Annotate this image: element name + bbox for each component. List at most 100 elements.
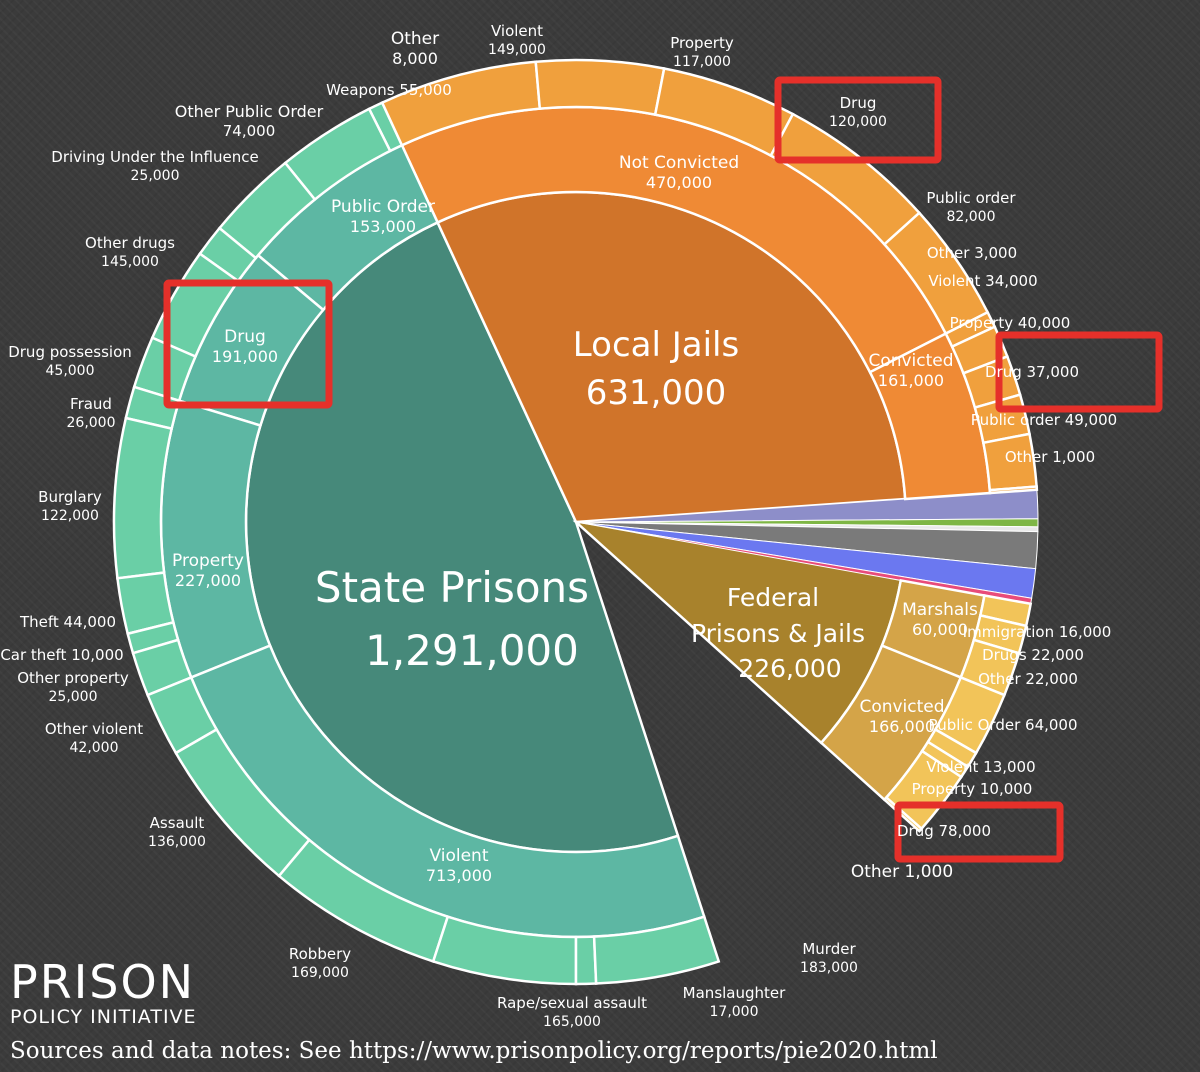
outer-jail-other: Other 3,000 (927, 244, 1017, 262)
outer-jail-property-value: 117,000 (673, 54, 731, 70)
outer-other-drugs-value: 145,000 (101, 254, 159, 270)
fed-outer-other-1000 (882, 795, 924, 833)
outer-jail-public-order-conv: Public order 49,000 (971, 411, 1117, 429)
outer-state-other-value: 8,000 (392, 49, 438, 68)
highlight-box-state-drug (163, 279, 333, 409)
mid-convicted-jail-label: Convicted (868, 351, 953, 371)
state-outer-theft (116, 571, 175, 636)
state-outer-burglary (112, 416, 174, 580)
mid-convicted-fed-value: 166,000 (869, 717, 935, 736)
state-outer-manslaughter (574, 935, 598, 986)
source-note: Sources and data notes: See https://www.… (10, 1038, 938, 1064)
state-prisons-title: State Prisons (315, 563, 589, 612)
mid-convicted-jail-value: 161,000 (878, 371, 944, 390)
outer-drug-possession-label: Drug possession (8, 343, 132, 361)
mid-drug-value: 191,000 (212, 347, 278, 366)
outer-fed-other: Other 22,000 (978, 670, 1078, 688)
local-jails-value: 631,000 (586, 373, 727, 413)
outer-assault-value: 136,000 (148, 834, 206, 850)
outer-other-violent-value: 42,000 (70, 740, 119, 756)
outer-rape-label: Rape/sexual assault (497, 994, 647, 1012)
state-outer-dui (198, 226, 258, 283)
mid-not-convicted-label: Not Convicted (619, 153, 739, 173)
outer-fed-drug: Drug 78,000 (897, 822, 991, 840)
outer-jail-property-conv: Property 40,000 (950, 314, 1071, 332)
federal-value: 226,000 (738, 654, 841, 683)
state-prisons-value: 1,291,000 (365, 626, 579, 675)
outer-jail-drug-value: 120,000 (829, 114, 887, 130)
outer-manslaughter-label: Manslaughter (683, 984, 786, 1002)
mid-not-convicted-value: 470,000 (646, 173, 712, 192)
mid-marshals-label: Marshals (902, 600, 978, 620)
federal-title: Federal (727, 583, 819, 612)
state-outer-rape (431, 915, 578, 986)
highlight-box-jail-convicted-drug (995, 331, 1163, 413)
state-outer-other-violent (146, 675, 219, 755)
outer-fed-drugs: Drugs 22,000 (982, 646, 1084, 664)
outer-state-other-label: Other (391, 29, 439, 49)
state-outer-other-property (131, 638, 193, 697)
outer-fed-public-order: Public Order 64,000 (928, 716, 1077, 734)
mid-property-label: Property (172, 551, 244, 571)
mid-public-order-label: Public Order (331, 197, 435, 217)
outer-manslaughter-value: 17,000 (710, 1004, 759, 1020)
outer-theft: Theft 44,000 (19, 613, 116, 631)
outer-assault-label: Assault (150, 814, 205, 832)
mid-violent-value: 713,000 (426, 866, 492, 885)
logo-line2: POLICY INITIATIVE (10, 1006, 197, 1028)
outer-burglary-value: 122,000 (41, 508, 99, 524)
outer-jail-violent-label: Violent (491, 22, 543, 40)
outer-jail-property-label: Property (670, 34, 734, 52)
outer-other-public-order-value: 74,000 (223, 122, 276, 140)
outer-other-property-value: 25,000 (49, 689, 98, 705)
mid-property-value: 227,000 (175, 571, 241, 590)
outer-weapons: Weapons 55,000 (326, 81, 452, 99)
jail-outer-other-conv (988, 485, 1039, 495)
mid-convicted-fed-label: Convicted (859, 697, 944, 717)
outer-fed-violent: Violent 13,000 (926, 758, 1035, 776)
logo-line1: PRISON (10, 955, 196, 1009)
highlight-box-fed-drug (894, 801, 1064, 863)
local-jails-title: Local Jails (573, 325, 739, 365)
outer-jail-other-conv: Other 1,000 (1005, 448, 1095, 466)
state-outer-murder (592, 915, 721, 985)
outer-murder-label: Murder (802, 940, 856, 958)
outer-fed-other-1000: Other 1,000 (851, 862, 953, 882)
state-outer-weapons (283, 107, 392, 202)
outer-other-violent-label: Other violent (45, 720, 143, 738)
outer-fraud-value: 26,000 (67, 415, 116, 431)
outer-robbery-value: 169,000 (291, 965, 349, 981)
outer-other-property-label: Other property (17, 669, 129, 687)
outer-jail-drug-conv: Drug 37,000 (985, 363, 1079, 381)
outer-murder-value: 183,000 (800, 960, 858, 976)
outer-drug-possession-value: 45,000 (46, 363, 95, 379)
state-outer-assault (174, 727, 312, 878)
mid-violent-label: Violent (429, 846, 488, 866)
state-outer-robbery (277, 838, 450, 963)
prison-policy-logo: PRISON POLICY INITIATIVE (10, 958, 197, 1028)
mid-public-order-value: 153,000 (350, 217, 416, 236)
outer-dui-label: Driving Under the Influence (51, 148, 258, 166)
outer-jail-violent-conv: Violent 34,000 (928, 272, 1037, 290)
highlight-box-jail-drug (774, 76, 942, 164)
outer-burglary-label: Burglary (38, 488, 102, 506)
outer-jail-public-order-label: Public order (926, 189, 1016, 207)
outer-fraud-label: Fraud (70, 395, 112, 413)
outer-fed-property: Property 10,000 (912, 780, 1033, 798)
outer-fed-immigration: Immigration 16,000 (963, 623, 1112, 641)
mid-drug-label: Drug (224, 327, 266, 347)
state-outer-car-theft (126, 620, 180, 655)
outer-other-public-order-label: Other Public Order (175, 102, 324, 121)
mid-marshals-value: 60,000 (912, 620, 968, 639)
state-outer-other-public-order (217, 161, 317, 260)
outer-car-theft: Car theft 10,000 (0, 646, 123, 664)
outer-jail-drug-label: Drug (840, 94, 877, 112)
outer-robbery-label: Robbery (289, 945, 351, 963)
outer-dui-value: 25,000 (131, 168, 180, 184)
federal-title-2: Prisons & Jails (691, 619, 865, 648)
outer-other-drugs-label: Other drugs (85, 234, 175, 252)
outer-jail-violent-value: 149,000 (488, 42, 546, 58)
outer-jail-public-order-value: 82,000 (947, 209, 996, 225)
jail-outer-property (534, 58, 666, 117)
